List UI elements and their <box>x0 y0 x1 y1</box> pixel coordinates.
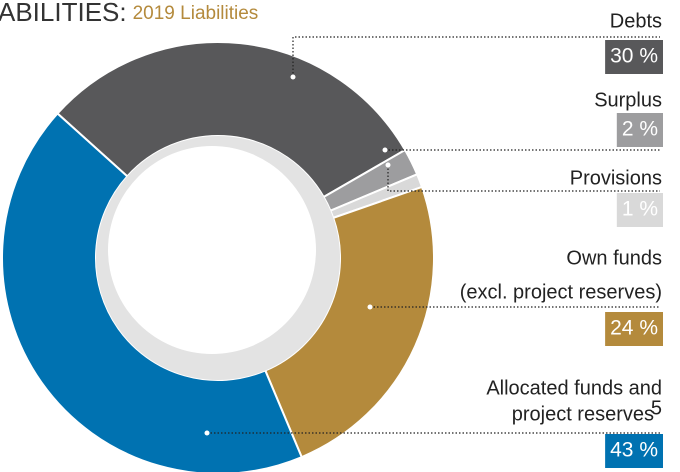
value-box <box>605 434 663 468</box>
value-label: 30 % <box>610 45 658 68</box>
leader-dot <box>382 147 388 153</box>
legend-label: project reserves <box>512 403 654 425</box>
leader-line <box>292 36 660 77</box>
footnote-mark: 5 <box>651 397 662 419</box>
leader-dot <box>204 430 210 436</box>
legend-label: (excl. project reserves) <box>460 281 662 303</box>
title: ABILITIES: <box>0 0 127 27</box>
leader-line <box>387 165 660 192</box>
value-box <box>605 312 663 346</box>
value-label: 43 % <box>610 439 658 462</box>
value-label: 2 % <box>622 118 658 141</box>
legend-label: Own funds <box>566 247 662 269</box>
legend-label: Surplus <box>594 89 662 111</box>
subtitle: 2019 Liabilities <box>133 3 259 24</box>
chart-title: ABILITIES: 2019 Liabilities <box>0 0 258 27</box>
value-label: 1 % <box>622 198 658 221</box>
value-box <box>616 113 663 147</box>
leader-dot <box>290 74 296 80</box>
value-box <box>605 40 663 74</box>
legend-label: Allocated funds and <box>486 377 662 399</box>
value-label: 24 % <box>610 317 658 340</box>
leader-dot <box>367 304 373 310</box>
hole <box>108 146 316 354</box>
legend-label: Provisions <box>570 167 662 189</box>
legend-label: Debts <box>610 10 662 32</box>
leader-dot <box>385 162 391 168</box>
value-box <box>616 193 663 227</box>
donut-segment <box>1 112 304 472</box>
